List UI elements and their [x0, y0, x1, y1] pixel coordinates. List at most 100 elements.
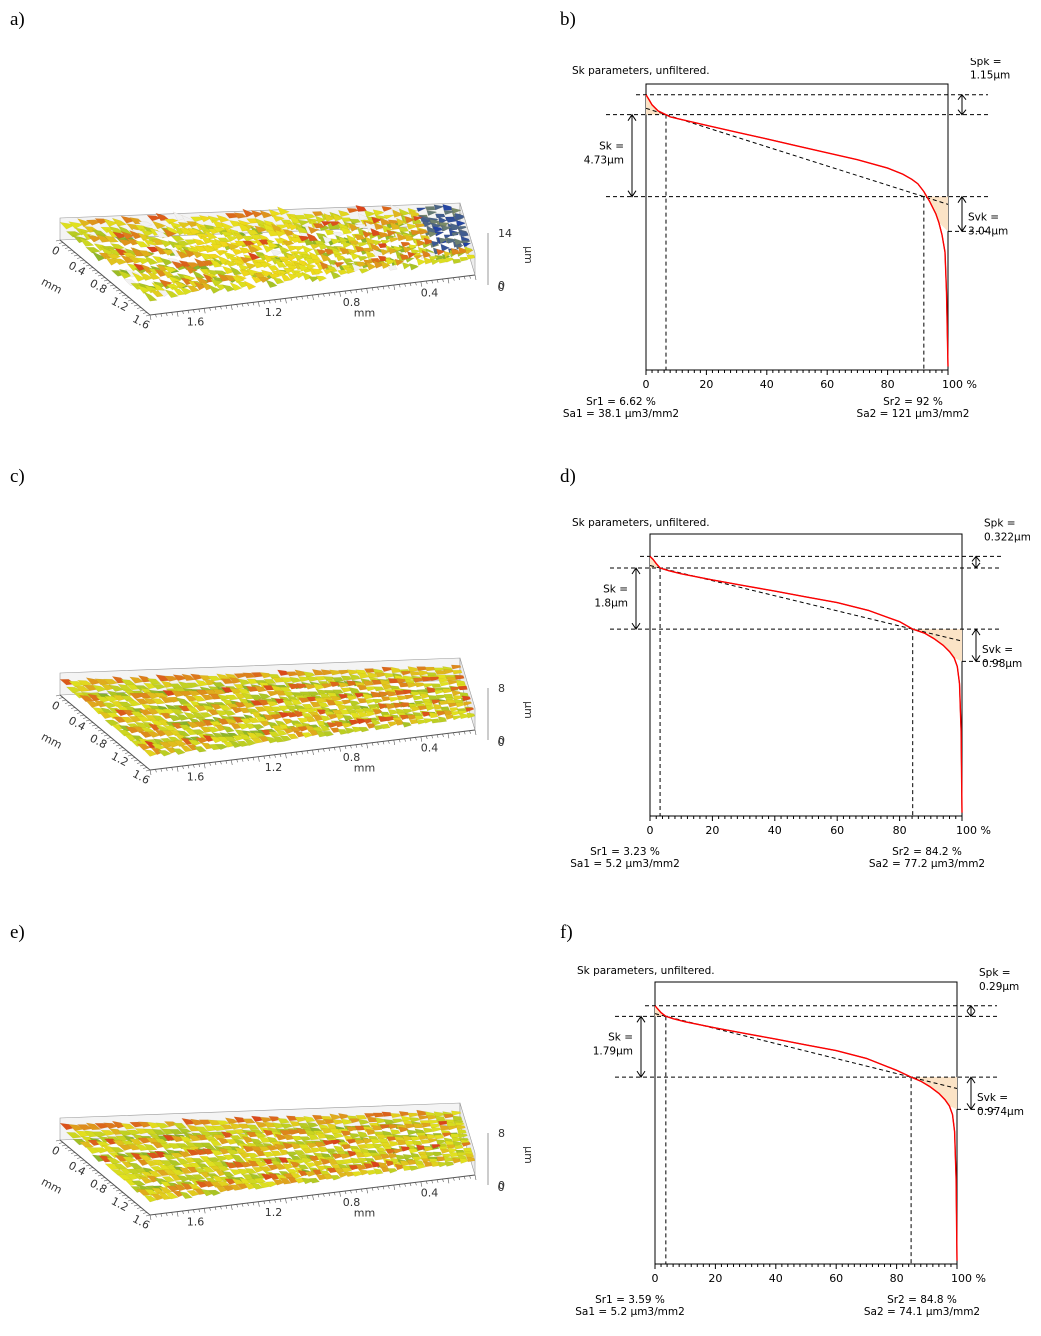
surface-cell: [247, 252, 261, 261]
surface-cell: [338, 1113, 350, 1120]
spk-label: Spk =: [979, 967, 1011, 979]
surface-cell: [274, 238, 287, 244]
surface-cell: [423, 1146, 434, 1152]
surface-cell: [423, 257, 433, 265]
surface-cell: [430, 718, 440, 724]
surface-cell: [278, 256, 291, 263]
surface-cell: [279, 1177, 292, 1185]
surface-cell: [280, 677, 294, 683]
surface-cell: [326, 722, 338, 729]
surface-cell: [170, 689, 185, 698]
surface-cell: [209, 278, 223, 287]
surface-cell: [325, 699, 337, 706]
surface-cell: [108, 1128, 124, 1135]
surface-cell: [399, 714, 410, 720]
surface-cell: [429, 1123, 440, 1129]
surface-cell: [339, 247, 351, 255]
surface-cell: [314, 676, 328, 682]
surface-cell: [232, 258, 246, 266]
surface-cell: [319, 1158, 332, 1165]
surface-cell: [394, 1163, 405, 1171]
surface-cell: [237, 678, 251, 686]
surface-cell: [435, 213, 446, 219]
sk-chart-f: Sk parameters, unfiltered. Sk = 1.79µm Spk …: [575, 965, 1024, 1318]
surface-cell: [449, 1151, 459, 1158]
surface-cell: [83, 684, 99, 691]
x-axis-tick: [268, 300, 271, 304]
y-axis-tick: [67, 1149, 73, 1152]
y-axis-tick: [76, 1157, 82, 1159]
sk-arrow-head-up: [627, 113, 637, 121]
surface-cell: [314, 1119, 327, 1125]
surface-cell: [401, 1165, 412, 1171]
x-axis-tick: [268, 1200, 271, 1204]
x-axis-tick: [420, 736, 423, 742]
surface-cell: [242, 672, 256, 679]
surface-cell: [143, 749, 158, 757]
sk-label: Sk =: [608, 1032, 633, 1044]
surface-cell: [271, 677, 285, 683]
y-axis-tick: [109, 1184, 115, 1187]
y-axis-tick: [88, 1167, 94, 1169]
surface-cell: [315, 730, 327, 738]
surface-cell: [409, 1165, 419, 1171]
surface-cell: [387, 678, 399, 684]
surface-cell: [312, 1160, 324, 1167]
surface-cell: [171, 260, 185, 269]
surface-cell: [431, 1126, 442, 1133]
surface-cell: [365, 221, 377, 231]
surface-cell: [373, 260, 384, 269]
surface-cell: [286, 244, 299, 252]
surface-cell: [323, 676, 336, 682]
surface-cell: [290, 726, 302, 734]
surface-cell: [400, 1115, 412, 1122]
surface-cell: [200, 742, 214, 750]
x-axis-tick: [290, 752, 293, 756]
x-axis-tick: [312, 749, 314, 756]
surface-cell: [134, 698, 150, 705]
surface-cell: [436, 248, 446, 256]
surface-cell: [266, 1145, 279, 1151]
surface-cell: [355, 1164, 367, 1171]
surface-cell: [309, 1147, 322, 1154]
surface-cell: [272, 215, 285, 222]
surface-cell: [309, 244, 322, 250]
x-axis-tick: [415, 282, 417, 286]
y-axis-tick: [127, 299, 133, 302]
surface-cell: [151, 255, 167, 263]
surface-cell: [233, 692, 247, 700]
surface-cell: [314, 697, 326, 704]
x-tick-label: 0.4: [421, 742, 439, 755]
spk-value: 0.322µm: [984, 531, 1030, 543]
x-axis-tick: [469, 275, 471, 279]
x-tick-label: 60: [820, 378, 834, 391]
y-axis-tick: [67, 704, 73, 707]
surface-cell: [178, 1167, 193, 1175]
surface-cell: [379, 217, 391, 226]
surface-cell: [388, 697, 399, 702]
surface-cell: [146, 1121, 162, 1129]
surface-cell: [146, 731, 161, 738]
x-axis-tick: [382, 741, 385, 745]
x-axis-tick: [306, 295, 309, 299]
surface-cell: [406, 1129, 417, 1136]
surface-cell: [415, 239, 426, 247]
surface-cell: [131, 271, 146, 282]
surface-cell: [263, 679, 277, 685]
y-axis-tick: [145, 1214, 151, 1217]
surface-cell: [194, 1149, 208, 1156]
y-axis-title: mm: [39, 275, 64, 297]
z-axis-title: µm: [522, 246, 535, 264]
surface-cell: [436, 1156, 446, 1162]
y-axis-tick: [139, 309, 145, 312]
surface-cell: [161, 730, 176, 737]
surface-cell: [398, 226, 409, 233]
surface-cell: [380, 1166, 391, 1173]
surface-cell: [114, 709, 129, 717]
surface-cell: [446, 676, 457, 682]
surface-cell: [130, 1152, 145, 1160]
surface-cell: [134, 1143, 150, 1151]
y-tick-label: 0.8: [88, 277, 110, 297]
surface-cell: [103, 1122, 119, 1129]
surface-cell: [286, 705, 299, 712]
